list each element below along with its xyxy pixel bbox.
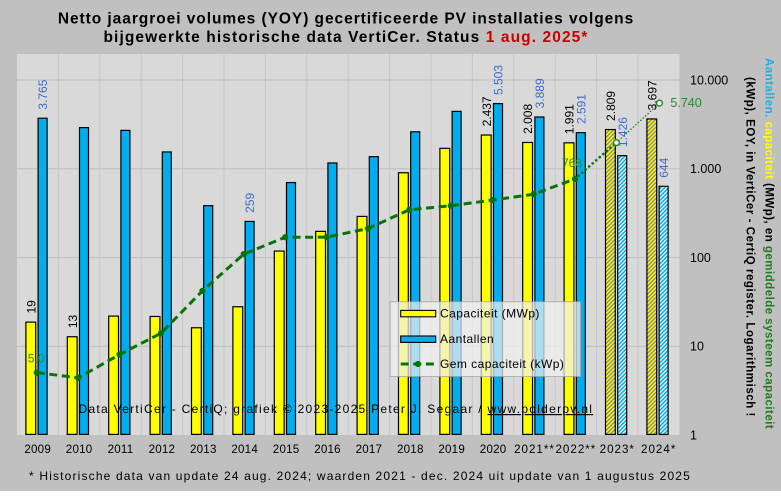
svg-text:100: 100 (690, 251, 711, 265)
svg-text:2.809: 2.809 (604, 91, 618, 121)
svg-text:2012: 2012 (149, 443, 176, 456)
svg-text:2021**: 2021** (514, 443, 555, 456)
svg-text:Gem capaciteit (kWp): Gem capaciteit (kWp) (440, 357, 564, 371)
svg-text:2.437: 2.437 (480, 96, 494, 126)
svg-text:644: 644 (657, 157, 671, 177)
svg-text:2011: 2011 (108, 443, 134, 456)
svg-text:Capaciteit (MWp): Capaciteit (MWp) (440, 307, 540, 321)
svg-text:2017: 2017 (356, 443, 383, 456)
svg-text:2.591: 2.591 (574, 94, 588, 124)
svg-text:2018: 2018 (397, 443, 424, 456)
svg-text:Netto jaargroei volumes (YOY): Netto jaargroei volumes (YOY) gecertific… (58, 11, 634, 28)
svg-text:5,0: 5,0 (28, 352, 45, 366)
svg-text:1.426: 1.426 (616, 117, 630, 147)
svg-text:2022**: 2022** (555, 443, 596, 456)
svg-text:3.697: 3.697 (645, 80, 659, 110)
svg-text:259: 259 (243, 192, 257, 212)
svg-text:Aantallen: Aantallen (440, 332, 494, 346)
svg-text:(kWp), EOY, in VertiCer - Cert: (kWp), EOY, in VertiCer - CertiQ registe… (744, 77, 756, 417)
svg-text:3.889: 3.889 (533, 78, 547, 108)
svg-text:Aantallen. capaciteit (MWp), e: Aantallen. capaciteit (MWp), en gemiddel… (763, 58, 775, 429)
svg-text:2013: 2013 (190, 443, 217, 456)
svg-text:1.000: 1.000 (690, 162, 721, 176)
svg-text:13: 13 (66, 314, 80, 328)
svg-text:2019: 2019 (438, 443, 465, 456)
svg-text:10: 10 (690, 340, 704, 354)
svg-text:2010: 2010 (66, 443, 93, 456)
svg-text:1: 1 (690, 428, 697, 442)
svg-text:3.765: 3.765 (36, 79, 50, 109)
svg-text:* Historische data van update: * Historische data van update 24 aug. 20… (29, 469, 691, 483)
svg-text:Data VertiCer - CertiQ; graf: Data VertiCer - CertiQ; grafiek © 2023-2… (79, 402, 594, 416)
svg-text:10.000: 10.000 (690, 73, 728, 87)
svg-text:bijgewerkte historische data: bijgewerkte historische data VertiCer. S… (103, 29, 588, 46)
svg-text:2.008: 2.008 (521, 104, 535, 134)
svg-text:2014: 2014 (231, 443, 258, 456)
svg-text:2015: 2015 (273, 443, 300, 456)
svg-text:1.991: 1.991 (563, 104, 577, 134)
svg-text:2020: 2020 (480, 443, 507, 456)
svg-text:768: 768 (562, 156, 582, 170)
svg-text:19: 19 (24, 300, 38, 314)
svg-text:2024*: 2024* (641, 443, 676, 456)
svg-text:5.503: 5.503 (492, 65, 506, 95)
svg-text:2009: 2009 (24, 443, 51, 456)
svg-text:2023*: 2023* (600, 443, 635, 456)
svg-text:2016: 2016 (314, 443, 341, 456)
svg-text:5.740: 5.740 (670, 96, 701, 110)
